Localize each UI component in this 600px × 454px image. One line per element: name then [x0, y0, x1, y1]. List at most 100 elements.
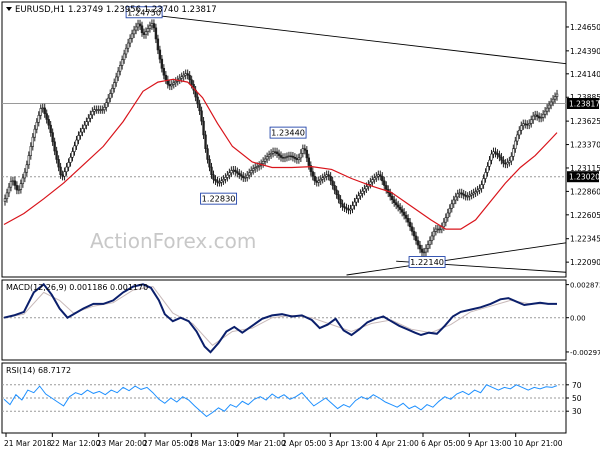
- candle-body: [118, 65, 122, 72]
- candle-body: [289, 155, 293, 158]
- candle-body: [442, 221, 446, 228]
- candle: [267, 150, 271, 161]
- candle-body: [313, 175, 316, 182]
- candle-body: [53, 141, 56, 152]
- candle-body: [514, 140, 517, 149]
- trendline: [346, 242, 567, 276]
- candle-body: [73, 145, 76, 152]
- candle-body: [23, 171, 27, 179]
- candle-body: [430, 235, 434, 241]
- candle-body: [7, 186, 11, 194]
- candle-body: [196, 96, 199, 105]
- candle-body: [49, 124, 52, 133]
- candle-body: [317, 180, 320, 183]
- candle: [178, 74, 181, 84]
- candle-body: [220, 180, 223, 183]
- candle: [369, 177, 372, 189]
- candle-body: [33, 128, 36, 138]
- candle-body: [331, 180, 334, 186]
- candle: [226, 170, 229, 182]
- candle-body: [51, 132, 54, 143]
- candle-body: [438, 228, 442, 231]
- candle-body: [470, 193, 473, 196]
- candle: [47, 115, 50, 130]
- candle-body: [174, 81, 177, 84]
- price-axis-label: 1.22345: [570, 235, 600, 244]
- candle: [502, 156, 505, 168]
- candle: [35, 118, 38, 134]
- candle: [426, 240, 430, 253]
- candle: [500, 152, 503, 165]
- candle: [323, 172, 326, 182]
- candle-body: [361, 190, 364, 194]
- candle: [120, 55, 124, 70]
- candle: [353, 197, 356, 210]
- candle: [508, 156, 511, 167]
- rsi-title: RSI(14) 68.7172: [6, 366, 71, 375]
- price-axis-label: 1.22605: [570, 211, 600, 220]
- candle: [305, 146, 309, 163]
- collapse-triangle-icon[interactable]: [6, 7, 12, 11]
- candle-body: [547, 104, 551, 109]
- candle-body: [250, 170, 253, 174]
- candle: [494, 147, 497, 158]
- chart-header: EURUSD,H1 1.23749 1.23956 1.23740 1.2381…: [6, 5, 217, 15]
- candle-body: [156, 38, 160, 51]
- candle-body: [365, 186, 368, 190]
- candle-body: [234, 169, 237, 172]
- price-panel-frame: [1, 1, 567, 278]
- candle-body: [436, 228, 440, 231]
- candle: [510, 152, 513, 166]
- candle: [15, 181, 19, 195]
- candle: [349, 204, 352, 215]
- candle-body: [255, 166, 259, 168]
- candle: [275, 147, 279, 158]
- candle-body: [208, 159, 211, 168]
- candle-body: [93, 109, 96, 112]
- rsi-axis-label: 30: [572, 407, 582, 416]
- candle: [212, 170, 215, 184]
- candle: [114, 72, 118, 87]
- candle: [381, 172, 384, 185]
- candle-body: [526, 124, 529, 126]
- candle: [85, 117, 88, 130]
- candle-body: [224, 177, 227, 180]
- candle: [146, 24, 150, 36]
- candle: [341, 199, 344, 211]
- candle-body: [87, 117, 90, 123]
- price-axis-label: 1.22860: [570, 187, 600, 196]
- candle: [107, 94, 110, 107]
- candle: [530, 115, 533, 128]
- candle: [214, 175, 217, 185]
- candle: [331, 176, 334, 190]
- candle: [277, 149, 281, 160]
- candle-body: [458, 192, 461, 195]
- candle-body: [43, 107, 46, 114]
- candle-body: [230, 170, 233, 174]
- candle: [45, 109, 48, 124]
- candle-body: [408, 221, 412, 228]
- candle: [19, 179, 23, 194]
- candle: [474, 187, 477, 198]
- candle-body: [285, 156, 289, 158]
- candle-body: [79, 131, 82, 136]
- candle-body: [484, 172, 487, 179]
- candle: [359, 189, 362, 200]
- price-axis-label: 1.24140: [570, 70, 600, 79]
- candle: [432, 227, 436, 241]
- candle: [29, 142, 33, 160]
- candle: [202, 116, 205, 140]
- candle-body: [339, 198, 342, 205]
- candle: [186, 69, 189, 80]
- candle-body: [228, 172, 231, 176]
- candle-body: [404, 214, 408, 219]
- time-axis-label: 6 Apr 05:00: [421, 439, 465, 448]
- candle-body: [246, 174, 249, 178]
- time-axis-label: 22 Mar 12:00: [50, 439, 100, 448]
- candle-body: [142, 32, 146, 35]
- candle: [480, 180, 483, 193]
- candle-body: [5, 192, 9, 199]
- candle: [33, 125, 36, 142]
- candle-body: [428, 240, 432, 245]
